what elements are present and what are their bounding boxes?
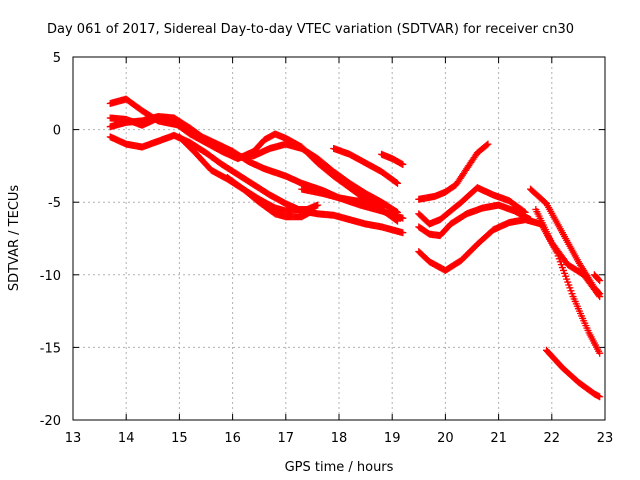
data-point <box>383 201 391 209</box>
y-tick-label: -5 <box>48 196 61 211</box>
grid-layer <box>73 57 605 420</box>
tick-layer: 13 14 15 16 17 18 19 20 21 22 23 5 0 -5 -10 -15 -20 <box>40 51 614 446</box>
y-tick-label: -15 <box>40 341 61 356</box>
x-tick-label: 15 <box>171 431 188 446</box>
series-track-8 <box>330 144 402 187</box>
data-point <box>596 349 604 357</box>
data-point <box>399 160 407 168</box>
data-point <box>399 214 407 222</box>
data-point <box>314 201 322 209</box>
data-point <box>483 141 491 149</box>
y-tick-label: -20 <box>40 414 61 429</box>
data-point <box>392 216 400 224</box>
x-tick-label: 17 <box>278 431 295 446</box>
data-point <box>392 208 400 216</box>
series-track-16 <box>590 271 604 285</box>
x-tick-label: 21 <box>490 431 507 446</box>
y-axis-label: SDTVAR / TECUs <box>7 185 22 292</box>
data-point <box>596 277 604 285</box>
data-point <box>484 140 492 148</box>
series-track-12 <box>415 201 535 240</box>
x-tick-label: 13 <box>65 431 82 446</box>
x-tick-label: 14 <box>118 431 135 446</box>
data-point <box>394 179 402 187</box>
y-tick-label: 0 <box>53 124 61 139</box>
series-track-15 <box>532 205 604 301</box>
x-tick-label: 16 <box>224 431 241 446</box>
x-tick-label: 19 <box>384 431 401 446</box>
data-point <box>394 208 402 216</box>
x-tick-label: 23 <box>597 431 614 446</box>
series-track-6 <box>223 174 316 221</box>
x-tick-label: 22 <box>544 431 561 446</box>
x-tick-label: 20 <box>437 431 454 446</box>
data-point <box>596 293 604 301</box>
data-point <box>595 291 603 299</box>
series-track-7 <box>298 185 391 209</box>
series-track-11 <box>415 184 529 228</box>
x-tick-label: 18 <box>331 431 348 446</box>
series-track-2 <box>106 114 402 225</box>
series-track-17 <box>542 346 604 401</box>
data-layer <box>106 95 604 401</box>
data-point <box>394 217 402 225</box>
series-track-10 <box>415 140 492 203</box>
y-tick-label: -10 <box>40 269 61 284</box>
x-axis-label: GPS time / hours <box>285 460 394 475</box>
data-point <box>399 229 407 237</box>
chart-title: Day 061 of 2017, Sidereal Day-to-day VTE… <box>47 22 574 37</box>
series-track-13 <box>415 216 604 357</box>
data-point <box>392 179 400 187</box>
series-track-9 <box>378 150 407 168</box>
y-tick-label: 5 <box>53 51 61 66</box>
series-track-3 <box>106 113 402 216</box>
data-point <box>595 275 603 283</box>
data-point <box>596 393 604 401</box>
data-point <box>308 207 316 215</box>
